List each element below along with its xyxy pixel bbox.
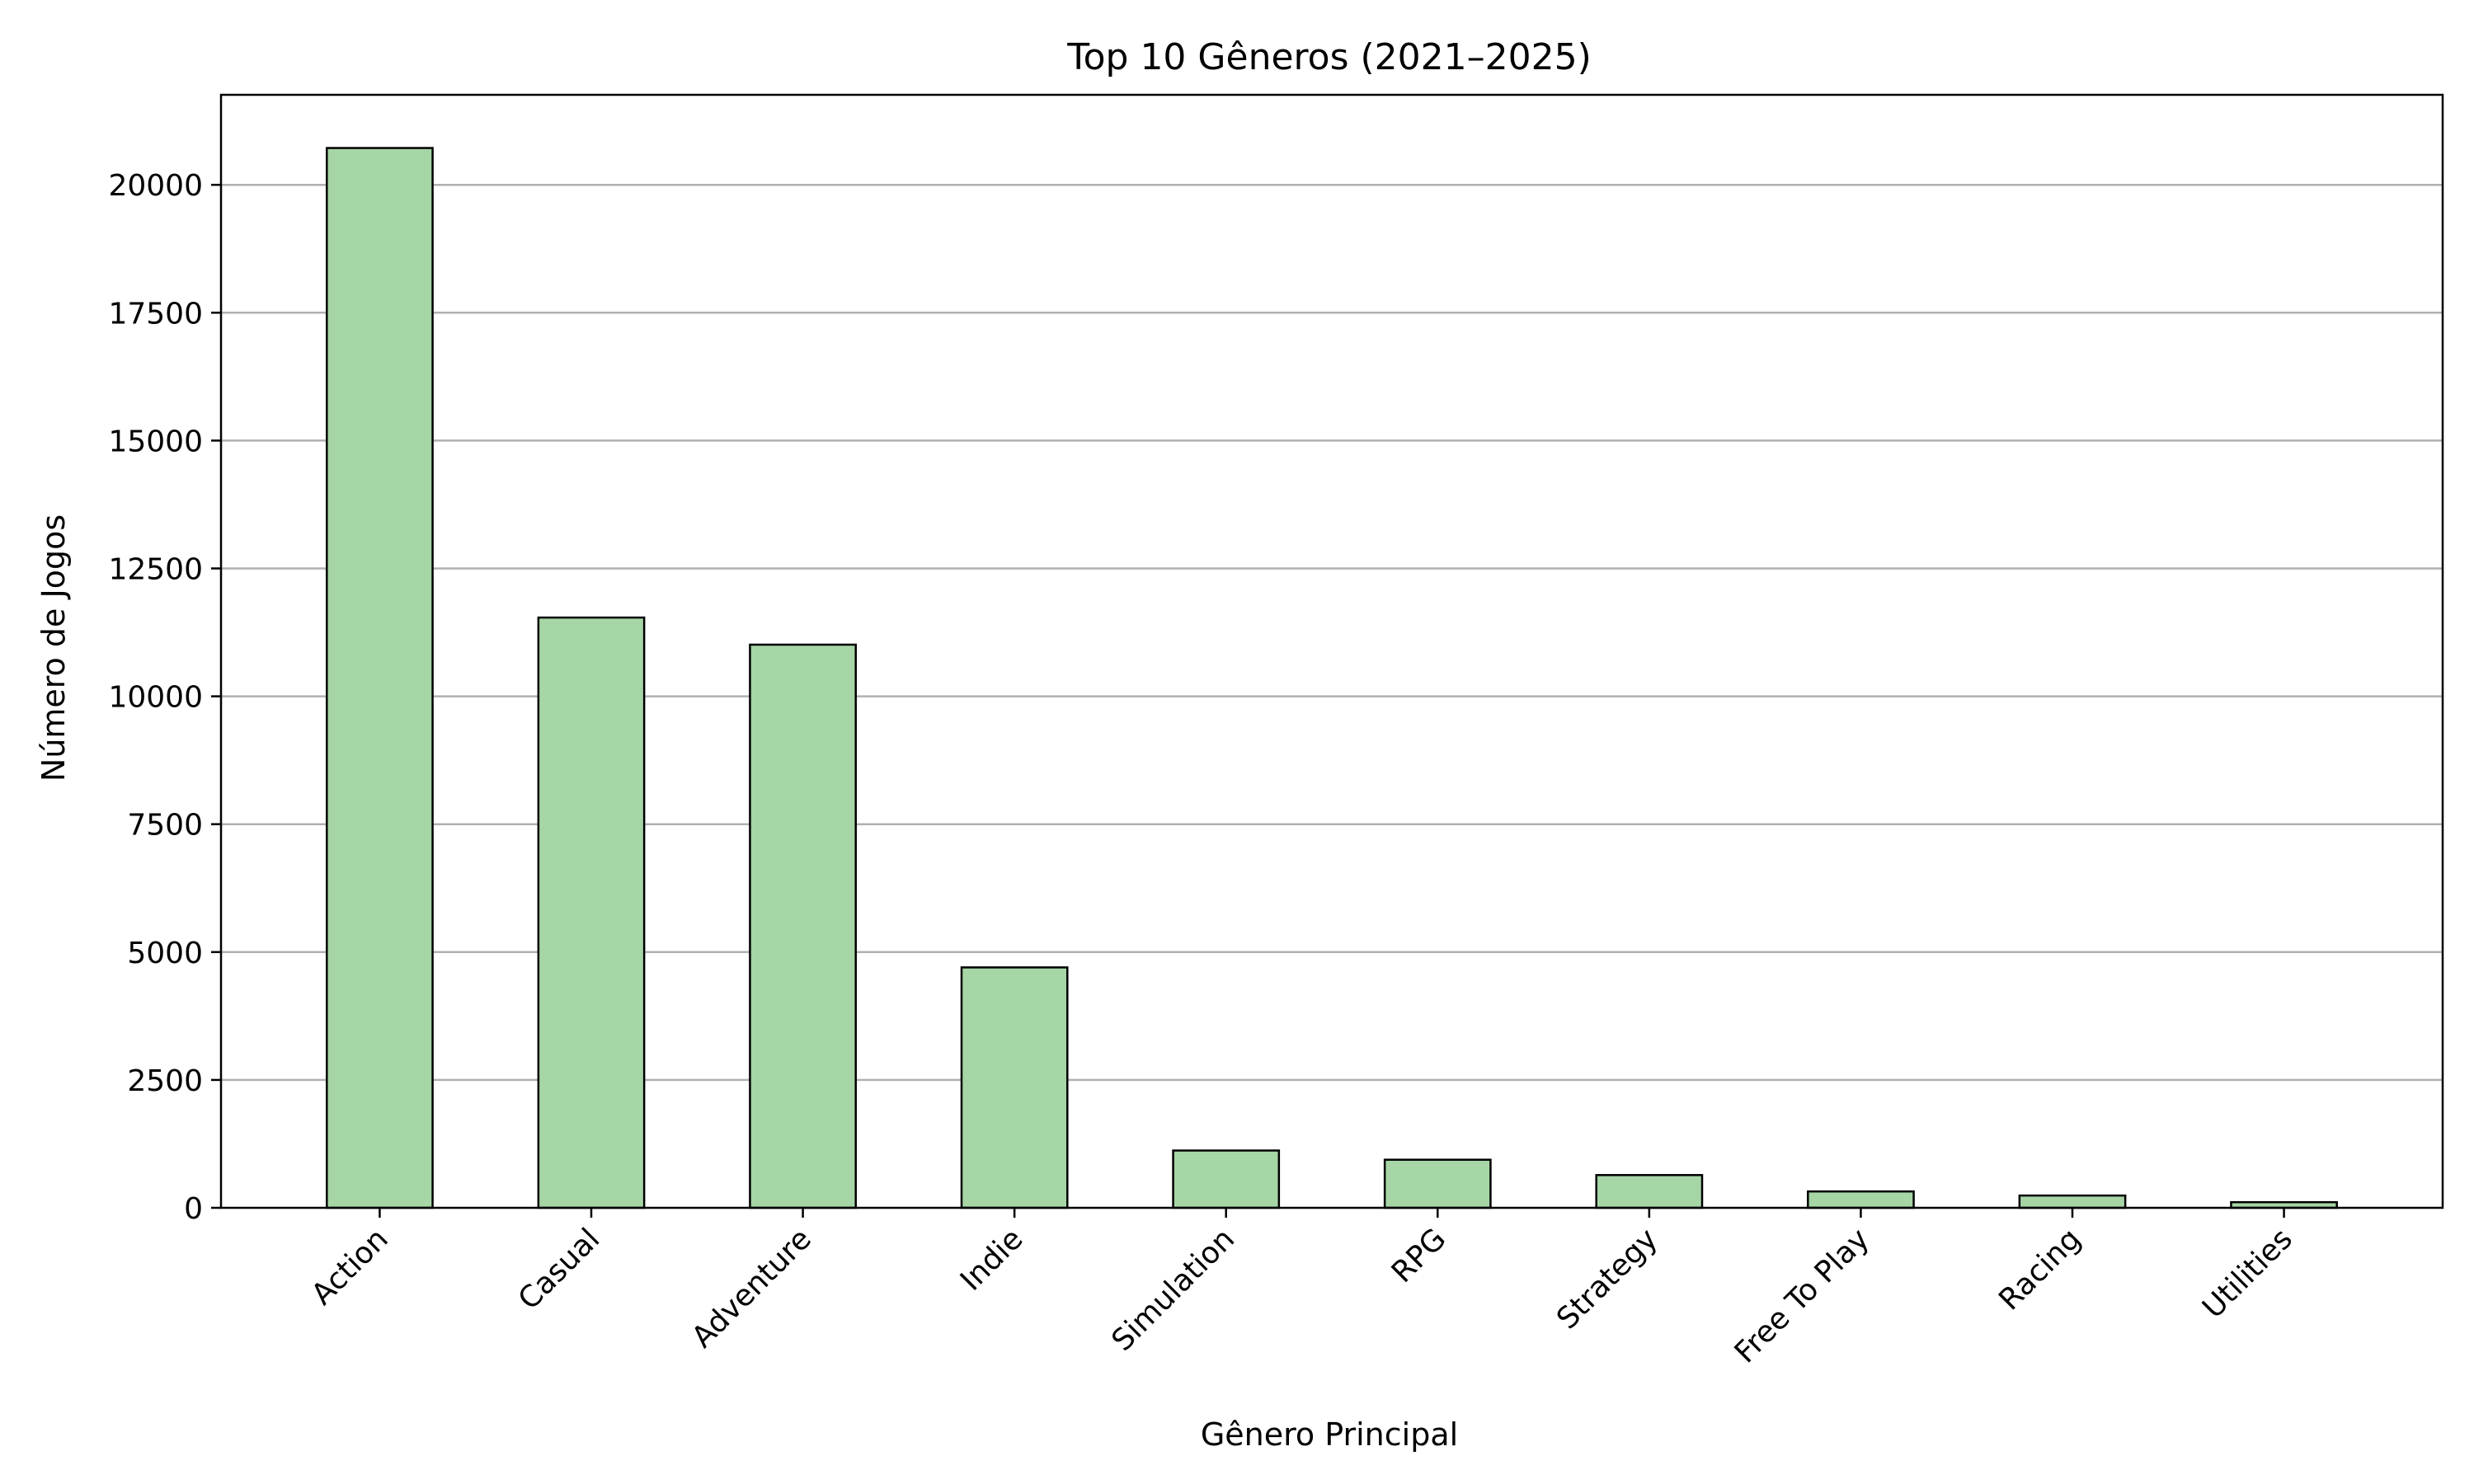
y-tick-label: 12500 — [108, 552, 203, 586]
bar-action — [326, 147, 434, 1209]
bar-indie — [960, 966, 1069, 1209]
y-tick-label: 10000 — [108, 681, 203, 715]
y-tick-label: 7500 — [127, 809, 203, 843]
x-tick-label: Racing — [1992, 1222, 2087, 1317]
x-tick-label: Utilities — [2196, 1222, 2299, 1325]
x-axis-label: Gênero Principal — [1201, 1416, 1458, 1453]
y-axis-ticks: 0 2500 5000 7500 10000 12500 15000 17500 20000 — [108, 169, 221, 1226]
x-tick-label: Strategy — [1550, 1222, 1664, 1336]
bar-strategy — [1595, 1174, 1704, 1209]
bar-free-to-play — [1807, 1190, 1915, 1209]
bar-adventure — [749, 643, 857, 1209]
y-tick-label: 15000 — [108, 425, 203, 458]
x-tick-label: Free To Play — [1729, 1222, 1876, 1369]
y-tick-label: 20000 — [108, 169, 203, 203]
y-tick-label: 5000 — [127, 937, 203, 970]
y-axis-label: Número de Jogos — [35, 514, 72, 782]
bar-rpg — [1383, 1158, 1492, 1209]
x-tick-label: Adventure — [685, 1222, 818, 1355]
x-tick-label: Simulation — [1105, 1222, 1241, 1358]
x-tick-label: Indie — [954, 1222, 1030, 1298]
bar-simulation — [1172, 1149, 1281, 1209]
x-axis-ticks: Action Casual Adventure Indie Simulation RPG S… — [305, 1208, 2299, 1369]
chart-title: Top 10 Gêneros (2021–2025) — [1066, 36, 1592, 78]
bar-racing — [2018, 1194, 2127, 1209]
x-tick-label: RPG — [1385, 1222, 1453, 1289]
bars — [326, 147, 2338, 1209]
x-tick-label: Casual — [512, 1222, 606, 1316]
plot-frame — [219, 93, 2444, 1209]
y-tick-label: 0 — [184, 1192, 203, 1226]
x-tick-label: Action — [305, 1222, 395, 1312]
bar-casual — [537, 616, 646, 1209]
y-tick-label: 2500 — [127, 1064, 203, 1098]
y-tick-label: 17500 — [108, 297, 203, 331]
